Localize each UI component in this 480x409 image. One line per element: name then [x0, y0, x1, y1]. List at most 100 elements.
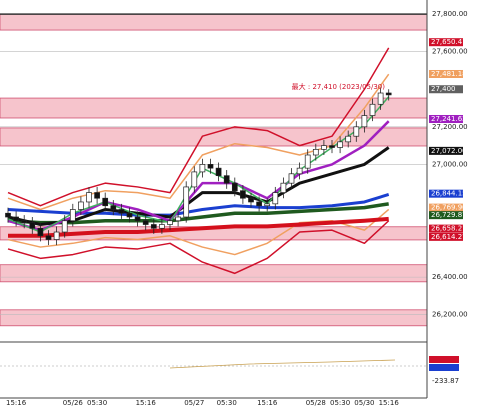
candle-body	[288, 173, 295, 184]
candle-body	[377, 92, 384, 105]
indicator-line	[7, 220, 390, 275]
candle-body	[110, 205, 117, 210]
x-tick-label: 15:16	[6, 399, 27, 407]
annotation: 最大 : 27,410 (2023/05/30)	[292, 82, 386, 91]
zone	[0, 264, 428, 283]
candle-body	[329, 145, 335, 148]
candle-body	[207, 164, 214, 169]
candle-body	[296, 167, 303, 175]
candle-body	[69, 209, 76, 222]
candle-body	[167, 220, 173, 225]
price-label: 27,241.62	[431, 115, 467, 123]
candle-body	[142, 220, 149, 225]
x-tick-label: 15:16	[257, 399, 278, 407]
candle-body	[86, 192, 92, 203]
candle-body	[321, 145, 327, 150]
candle-body	[199, 164, 206, 173]
candle-body	[37, 227, 44, 237]
y-tick-label: 26,400.00	[432, 273, 468, 281]
candle-body	[13, 216, 19, 222]
x-tick-label: 05:30	[87, 399, 107, 407]
price-badge	[429, 232, 463, 241]
x-tick-label: 15:16	[379, 399, 400, 407]
y-tick-label: 26,200.00	[432, 311, 468, 319]
candle-body	[264, 203, 271, 207]
price-label: 27,650.41	[431, 38, 467, 46]
candle-body	[256, 201, 262, 207]
price-label: 26,729.87	[431, 211, 467, 219]
price-label: 26,769.90	[431, 204, 467, 212]
osc-line	[169, 359, 396, 369]
candle-body	[280, 182, 287, 193]
candle-body	[215, 167, 222, 177]
candle-body	[29, 222, 36, 229]
indicator-line	[8, 216, 389, 238]
zone	[0, 97, 428, 119]
candle-body	[61, 220, 68, 233]
candle-body	[345, 135, 352, 143]
x-tick-label: 05/28	[306, 399, 326, 407]
price-badge	[429, 38, 463, 47]
x-tick-label: 15:16	[136, 399, 157, 407]
y-tick-label: 27,000.00	[432, 160, 468, 168]
candle-body	[369, 103, 376, 116]
zone	[0, 309, 428, 327]
osc-badge	[429, 356, 459, 363]
osc-label: -233.87	[432, 377, 459, 385]
candle-body	[102, 197, 109, 207]
candle-body	[223, 175, 230, 184]
price-label: 27,481.18	[431, 70, 467, 78]
zone	[0, 13, 428, 31]
candle-body	[150, 224, 157, 229]
candle-body	[21, 220, 28, 223]
x-tick-label: 05/27	[184, 399, 204, 407]
candle-body	[134, 216, 141, 222]
candle-body	[159, 224, 165, 229]
zone	[0, 127, 428, 147]
candle-body	[361, 115, 368, 128]
candle-body	[231, 182, 238, 192]
price-badge	[429, 224, 463, 233]
candle-body	[304, 154, 311, 169]
y-tick-label: 27,200.00	[432, 123, 468, 131]
price-badge	[429, 211, 463, 220]
price-badge	[429, 85, 463, 94]
y-tick-label: 27,800.00	[432, 10, 468, 18]
candle-body	[385, 92, 392, 96]
candle-body	[94, 192, 100, 199]
candle-body	[191, 171, 198, 188]
candle-body	[53, 231, 60, 240]
candle-body	[337, 141, 343, 148]
candle-body	[126, 212, 133, 218]
candle-body	[248, 197, 254, 203]
price-badge	[429, 146, 463, 155]
price-badge	[429, 189, 463, 198]
x-tick-label: 05/26	[63, 399, 84, 407]
price-label: 27,072.00	[431, 147, 467, 155]
price-label: 26,658.21	[431, 225, 467, 233]
price-label: 26,844.15	[431, 190, 467, 198]
x-tick-label: 05/30	[354, 399, 374, 407]
candle-body	[78, 201, 84, 210]
osc-badge	[429, 364, 459, 371]
candle-body	[118, 209, 125, 214]
x-tick-label: 05:30	[217, 399, 237, 407]
y-tick-label: 27,600.00	[432, 48, 468, 56]
price-badge	[429, 69, 463, 78]
price-label: 27,400	[431, 85, 456, 93]
price-badge	[429, 203, 463, 212]
price-badge	[429, 114, 463, 123]
price-label: 26,614.27	[431, 233, 467, 241]
candle-body	[272, 192, 279, 205]
candle-body	[240, 190, 246, 199]
candle-body	[5, 212, 11, 218]
candle-body	[175, 216, 181, 222]
candle-body	[353, 126, 360, 137]
candle-body	[183, 186, 190, 218]
candle-body	[312, 149, 319, 156]
candle-body	[45, 235, 52, 240]
indicator-line	[7, 47, 390, 207]
x-tick-label: 05:30	[330, 399, 350, 407]
